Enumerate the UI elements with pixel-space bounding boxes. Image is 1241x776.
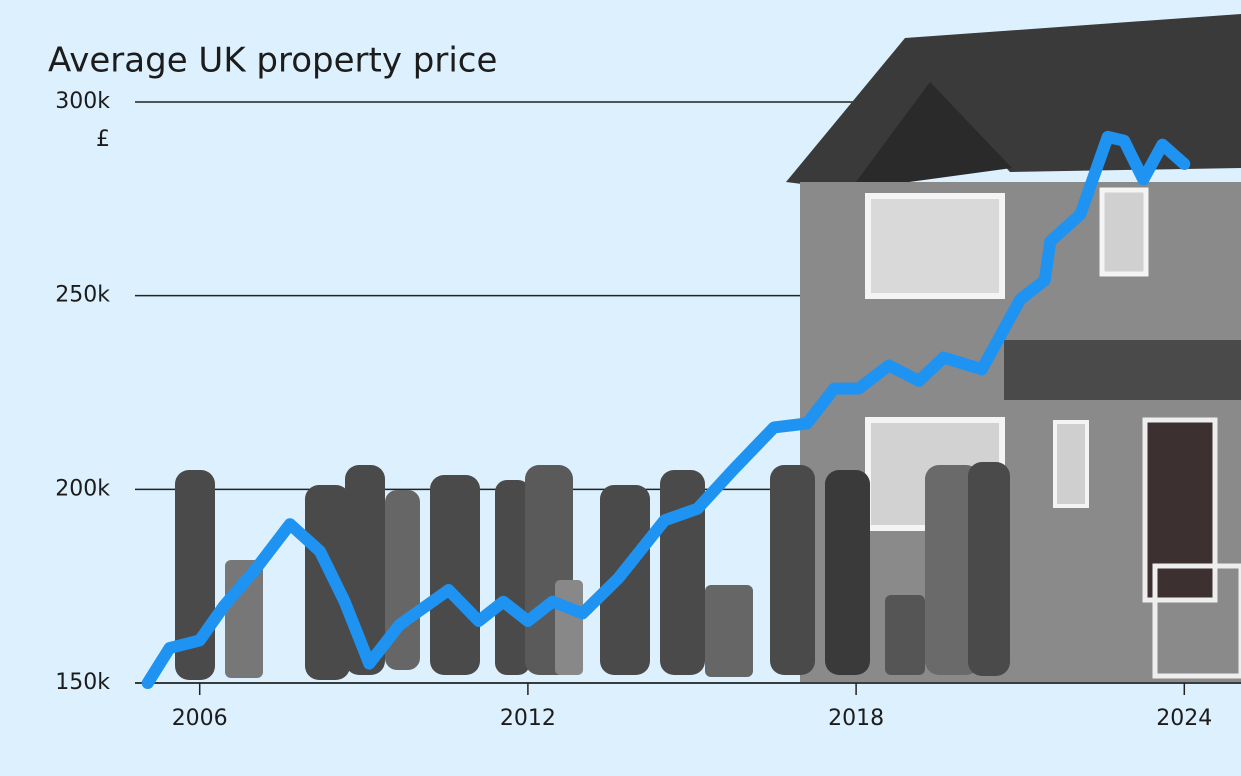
chart-title: Average UK property price: [48, 41, 497, 81]
y-tick-label: 200k: [55, 476, 110, 501]
x-tick-label: 2012: [500, 706, 556, 731]
x-tick-label: 2006: [172, 706, 228, 731]
y-tick-label: 150k: [55, 670, 110, 695]
y-tick-label: 250k: [55, 283, 110, 308]
person: [430, 475, 480, 675]
x-tick-label: 2018: [828, 706, 884, 731]
queue: [175, 462, 1010, 680]
person: [770, 465, 815, 675]
suitcase: [885, 595, 925, 675]
x-tick-label: 2024: [1156, 706, 1212, 731]
gable: [850, 82, 1012, 190]
y-tick-label: 300k: [55, 89, 110, 114]
sign: [1152, 563, 1241, 679]
person: [925, 465, 980, 675]
person: [600, 485, 650, 675]
suitcase: [705, 585, 753, 677]
window: [865, 193, 1005, 299]
y-unit: £: [96, 127, 110, 152]
photo: [786, 14, 1241, 682]
suitcase: [555, 580, 583, 675]
window: [1053, 420, 1089, 508]
person: [825, 470, 870, 675]
person: [305, 485, 350, 680]
porch-roof: [1004, 340, 1241, 400]
person: [968, 462, 1010, 676]
window: [1099, 187, 1149, 277]
price-line: [141, 130, 1191, 689]
person: [495, 480, 530, 675]
